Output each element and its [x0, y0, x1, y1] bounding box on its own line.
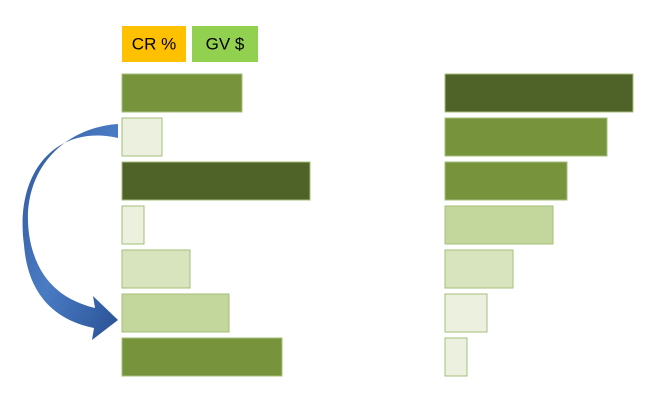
bar	[444, 249, 514, 289]
legend-box	[192, 26, 258, 62]
bar	[444, 161, 568, 201]
bar	[121, 205, 145, 245]
bar	[121, 73, 243, 113]
bar	[121, 117, 163, 157]
bar	[444, 337, 468, 377]
bar	[444, 117, 608, 157]
bar	[121, 293, 230, 333]
bar	[444, 73, 634, 113]
bar	[121, 249, 191, 289]
bar	[444, 205, 554, 245]
sort-arrow	[22, 124, 118, 340]
bar	[121, 161, 311, 201]
bar	[121, 337, 283, 377]
legend-label: GV $	[206, 34, 245, 53]
legend-box	[122, 26, 186, 62]
legend-label: CR %	[132, 34, 176, 53]
bar	[444, 293, 488, 333]
